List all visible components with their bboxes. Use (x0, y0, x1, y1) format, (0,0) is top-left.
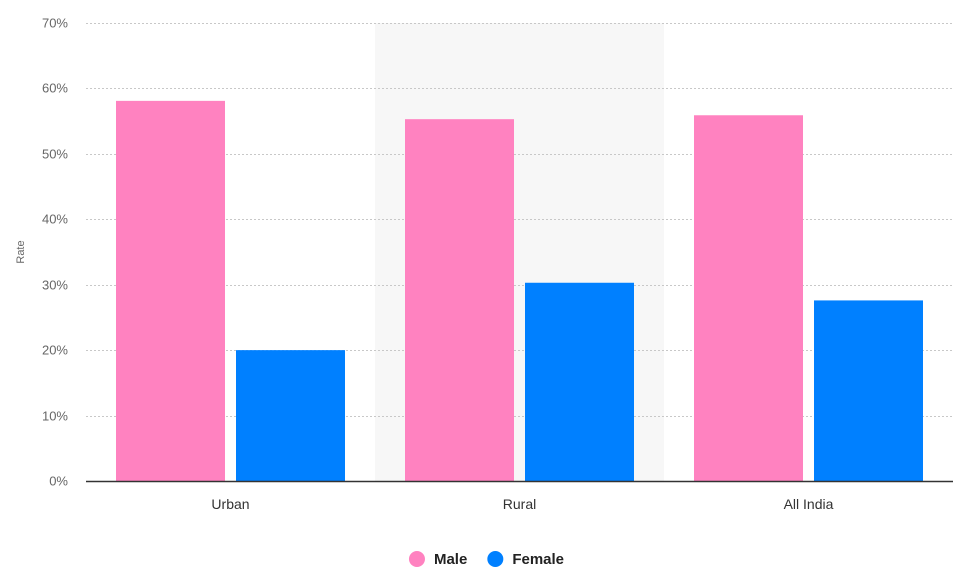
bar-male-rural[interactable] (405, 119, 514, 482)
bar-female-urban[interactable] (236, 350, 345, 481)
x-category-label: Urban (211, 496, 249, 512)
gridlines (86, 23, 953, 417)
y-tick-label: 20% (42, 343, 68, 358)
y-tick-label: 40% (42, 212, 68, 227)
y-tick-label: 50% (42, 147, 68, 162)
y-tick-label: 0% (49, 474, 68, 489)
bar-female-all-india[interactable] (814, 300, 923, 481)
y-tick-label: 70% (42, 16, 68, 31)
legend-marker (487, 551, 504, 567)
bar-male-urban[interactable] (116, 100, 225, 482)
legend-label: Male (434, 551, 467, 568)
bar-male-all-india[interactable] (694, 115, 803, 482)
bars (116, 100, 923, 482)
y-tick-label: 10% (42, 409, 68, 424)
y-tick-label: 30% (42, 278, 68, 293)
x-axis-category-labels: Urban Rural All India (211, 496, 833, 512)
y-axis-tick-labels: 0% 10% 20% 30% 40% 50% 60% 70% (42, 16, 68, 489)
bar-female-rural[interactable] (525, 282, 634, 481)
x-category-label: All India (784, 496, 834, 512)
legend-item-male[interactable]: Male (408, 551, 467, 568)
legend-marker (408, 551, 425, 567)
y-axis-label: Rate (15, 240, 27, 263)
legend: Male Female (408, 551, 564, 568)
legend-label: Female (512, 551, 564, 568)
y-tick-label: 60% (42, 81, 68, 96)
legend-item-female[interactable]: Female (487, 551, 564, 568)
x-category-label: Rural (503, 496, 536, 512)
